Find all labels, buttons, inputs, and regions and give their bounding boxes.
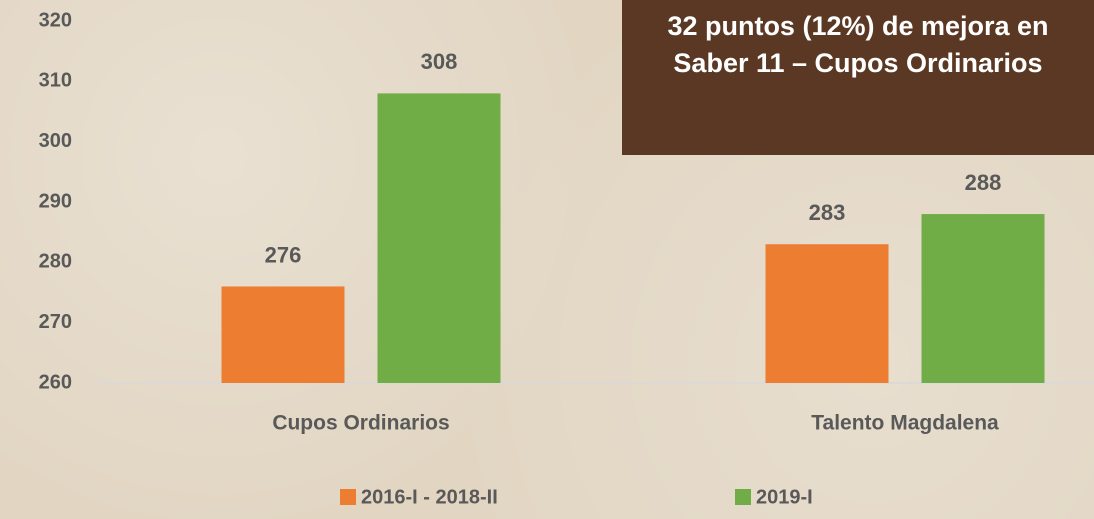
value-label: 288	[965, 170, 1002, 195]
legend-swatch	[735, 489, 751, 505]
y-tick-label: 290	[39, 190, 72, 212]
bar	[221, 286, 345, 383]
y-tick-label: 270	[39, 311, 72, 333]
x-tick-label: Cupos Ordinarios	[272, 412, 449, 435]
value-label: 308	[421, 49, 458, 74]
x-tick-label: Talento Magdalena	[811, 412, 999, 435]
value-label: 283	[809, 200, 846, 225]
y-tick-label: 280	[39, 251, 72, 273]
legend-swatch	[340, 489, 356, 505]
value-label: 276	[265, 242, 302, 267]
y-tick-label: 310	[39, 70, 72, 92]
legend-label: 2019-I	[756, 486, 813, 508]
y-tick-label: 300	[39, 130, 72, 152]
y-tick-label: 320	[39, 9, 72, 31]
bar	[921, 214, 1045, 383]
legend-label: 2016-I - 2018-II	[361, 486, 498, 508]
bar	[765, 244, 889, 383]
annotation: 32 puntos (12%) de mejora en Saber 11 – …	[622, 0, 1094, 155]
bar	[377, 93, 501, 384]
y-tick-label: 260	[39, 371, 72, 393]
